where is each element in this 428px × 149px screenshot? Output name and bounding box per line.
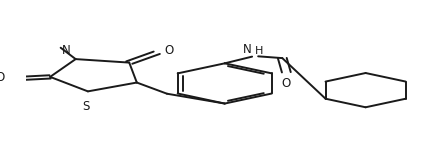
Text: H: H	[256, 46, 264, 56]
Text: O: O	[0, 71, 5, 84]
Text: N: N	[244, 43, 252, 56]
Text: O: O	[282, 77, 291, 90]
Text: N: N	[62, 44, 71, 57]
Text: O: O	[164, 44, 173, 57]
Text: S: S	[82, 100, 89, 113]
